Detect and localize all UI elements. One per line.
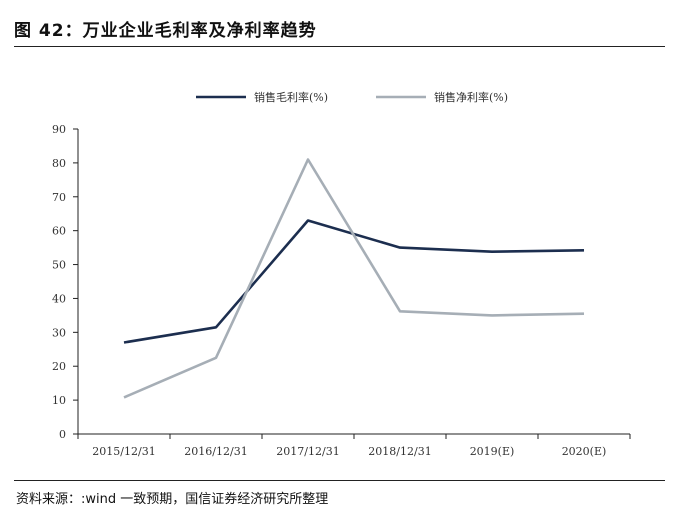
x-tick-label: 2020(E) [562,445,607,458]
y-tick-label: 50 [52,259,66,272]
y-axis: 0 10 20 30 40 50 60 70 80 90 [52,123,79,441]
legend-label: 销售净利率(%) [434,90,508,104]
x-tick-label: 2015/12/31 [92,445,155,458]
x-tick-label: 2018/12/31 [368,445,431,458]
x-tick-label: 2016/12/31 [184,445,247,458]
footer-rule [14,480,665,481]
series-line-net-margin [123,158,585,399]
y-tick-label: 90 [52,123,66,136]
title-bar: 图 42：万业企业毛利率及净利率趋势 [14,10,665,47]
y-tick-label: 10 [52,394,66,407]
y-tick-label: 30 [52,326,66,339]
x-tick-label: 2017/12/31 [276,445,339,458]
legend: 销售毛利率(%) 销售净利率(%) [196,90,508,104]
legend-label: 销售毛利率(%) [254,90,328,104]
y-tick-label: 60 [52,225,66,238]
series-line-gross-margin [123,219,585,344]
x-axis: 2015/12/31 2016/12/31 2017/12/31 2018/12/31… [77,433,631,458]
y-tick-label: 70 [52,191,66,204]
y-tick-label: 40 [52,292,66,305]
figure-title: 图 42：万业企业毛利率及净利率趋势 [14,21,317,41]
series-lines [123,158,585,399]
source-note: 资料来源：:wind 一致预期，国信证券经济研究所整理 [16,492,329,507]
y-tick-label: 0 [59,428,66,441]
x-tick-label: 2019(E) [470,445,515,458]
y-tick-label: 80 [52,157,66,170]
y-tick-label: 20 [52,360,66,373]
